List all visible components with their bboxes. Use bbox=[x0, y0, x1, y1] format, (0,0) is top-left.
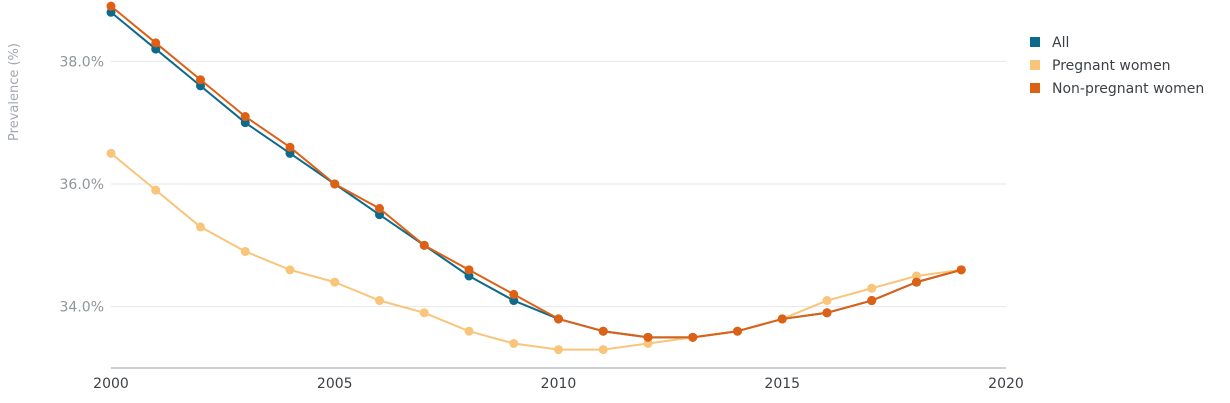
data-point[interactable] bbox=[375, 296, 384, 306]
data-point[interactable] bbox=[867, 283, 877, 293]
data-point[interactable] bbox=[509, 338, 519, 348]
data-point[interactable] bbox=[106, 148, 116, 158]
data-point[interactable] bbox=[956, 265, 966, 275]
x-tick-label: 2000 bbox=[93, 376, 129, 392]
data-point[interactable] bbox=[554, 314, 563, 324]
series-non-pregnant-women bbox=[106, 1, 966, 342]
legend-swatch bbox=[1030, 37, 1040, 47]
x-tick-label: 2015 bbox=[764, 376, 800, 392]
data-point[interactable] bbox=[912, 277, 921, 287]
legend-item[interactable]: All bbox=[1030, 35, 1069, 51]
series-all bbox=[106, 7, 966, 342]
data-point[interactable] bbox=[867, 296, 877, 306]
data-point[interactable] bbox=[464, 265, 474, 275]
legend-item[interactable]: Pregnant women bbox=[1030, 58, 1171, 74]
data-point[interactable] bbox=[151, 185, 161, 195]
legend-swatch bbox=[1030, 60, 1040, 70]
data-point[interactable] bbox=[464, 326, 474, 336]
legend-item[interactable]: Non-pregnant women bbox=[1030, 81, 1204, 97]
x-tick-label: 2005 bbox=[317, 376, 353, 392]
data-point[interactable] bbox=[285, 265, 295, 275]
data-point[interactable] bbox=[777, 314, 787, 324]
y-tick-label: 36.0% bbox=[60, 177, 104, 193]
x-tick-label: 2010 bbox=[541, 376, 577, 392]
data-point[interactable] bbox=[822, 296, 832, 306]
y-axis-title: Prevalence (%) bbox=[7, 43, 22, 141]
data-point[interactable] bbox=[375, 204, 384, 214]
legend-label: All bbox=[1052, 35, 1069, 51]
data-point[interactable] bbox=[688, 332, 698, 342]
data-point[interactable] bbox=[733, 326, 742, 336]
grid-lines bbox=[111, 60, 1006, 308]
data-point[interactable] bbox=[419, 308, 429, 318]
data-point[interactable] bbox=[822, 308, 832, 318]
y-tick-label: 34.0% bbox=[60, 300, 104, 316]
data-point[interactable] bbox=[240, 246, 250, 256]
data-point[interactable] bbox=[598, 345, 608, 355]
data-point[interactable] bbox=[419, 240, 429, 250]
data-point[interactable] bbox=[151, 38, 161, 48]
legend-label: Pregnant women bbox=[1052, 58, 1171, 74]
data-point[interactable] bbox=[554, 345, 563, 355]
legend-swatch bbox=[1030, 83, 1040, 93]
data-point[interactable] bbox=[196, 222, 205, 232]
data-point[interactable] bbox=[598, 326, 608, 336]
legend-label: Non-pregnant women bbox=[1052, 81, 1204, 97]
legend: All Pregnant women Non-pregnant women bbox=[1030, 35, 1204, 97]
series-pregnant-women bbox=[106, 148, 966, 355]
data-point[interactable] bbox=[509, 289, 519, 299]
data-point[interactable] bbox=[330, 277, 340, 287]
x-tick-label: 2020 bbox=[988, 376, 1024, 392]
data-point[interactable] bbox=[330, 179, 340, 189]
x-axis: 2000 2005 2010 2015 2020 bbox=[93, 367, 1024, 392]
y-axis-ticks: 34.0% 36.0% 38.0% bbox=[60, 54, 104, 315]
data-point[interactable] bbox=[643, 332, 653, 342]
y-tick-label: 38.0% bbox=[60, 54, 104, 70]
series-line bbox=[110, 5, 963, 339]
data-point[interactable] bbox=[240, 112, 250, 122]
data-point[interactable] bbox=[285, 142, 295, 152]
data-point[interactable] bbox=[106, 1, 116, 11]
data-point[interactable] bbox=[196, 75, 205, 85]
series-line bbox=[110, 152, 963, 351]
series-group bbox=[106, 1, 966, 355]
